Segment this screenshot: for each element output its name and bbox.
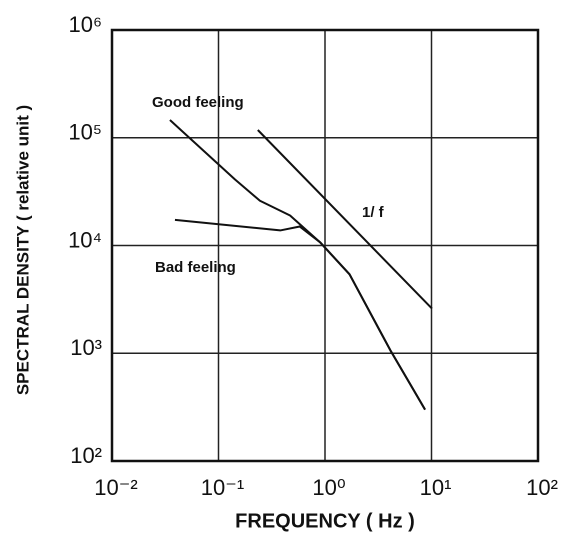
y-tick-label: 10⁴: [68, 227, 102, 252]
x-tick-label: 10¹: [420, 475, 452, 500]
series-line: [257, 129, 433, 310]
series-label: Good feeling: [152, 94, 244, 111]
series-label: Bad feeling: [155, 259, 236, 276]
plot-frame: [110, 28, 540, 463]
y-tick-label: 10³: [70, 335, 102, 360]
x-tick-label: 10⁻¹: [201, 475, 244, 500]
y-axis-label: SPECTRAL DENSITY ( relative unit ): [13, 105, 32, 395]
y-tick-label: 10⁵: [68, 120, 102, 145]
series-label: 1/ f: [362, 204, 385, 221]
series-line: [174, 218, 426, 411]
y-tick-label: 10²: [70, 443, 102, 468]
x-axis-label: FREQUENCY ( Hz ): [235, 510, 415, 532]
y-tick-label: 10⁶: [68, 12, 102, 37]
x-tick-label: 10²: [526, 475, 558, 500]
x-tick-label: 10⁻²: [94, 475, 137, 500]
x-tick-label: 10⁰: [312, 475, 345, 500]
